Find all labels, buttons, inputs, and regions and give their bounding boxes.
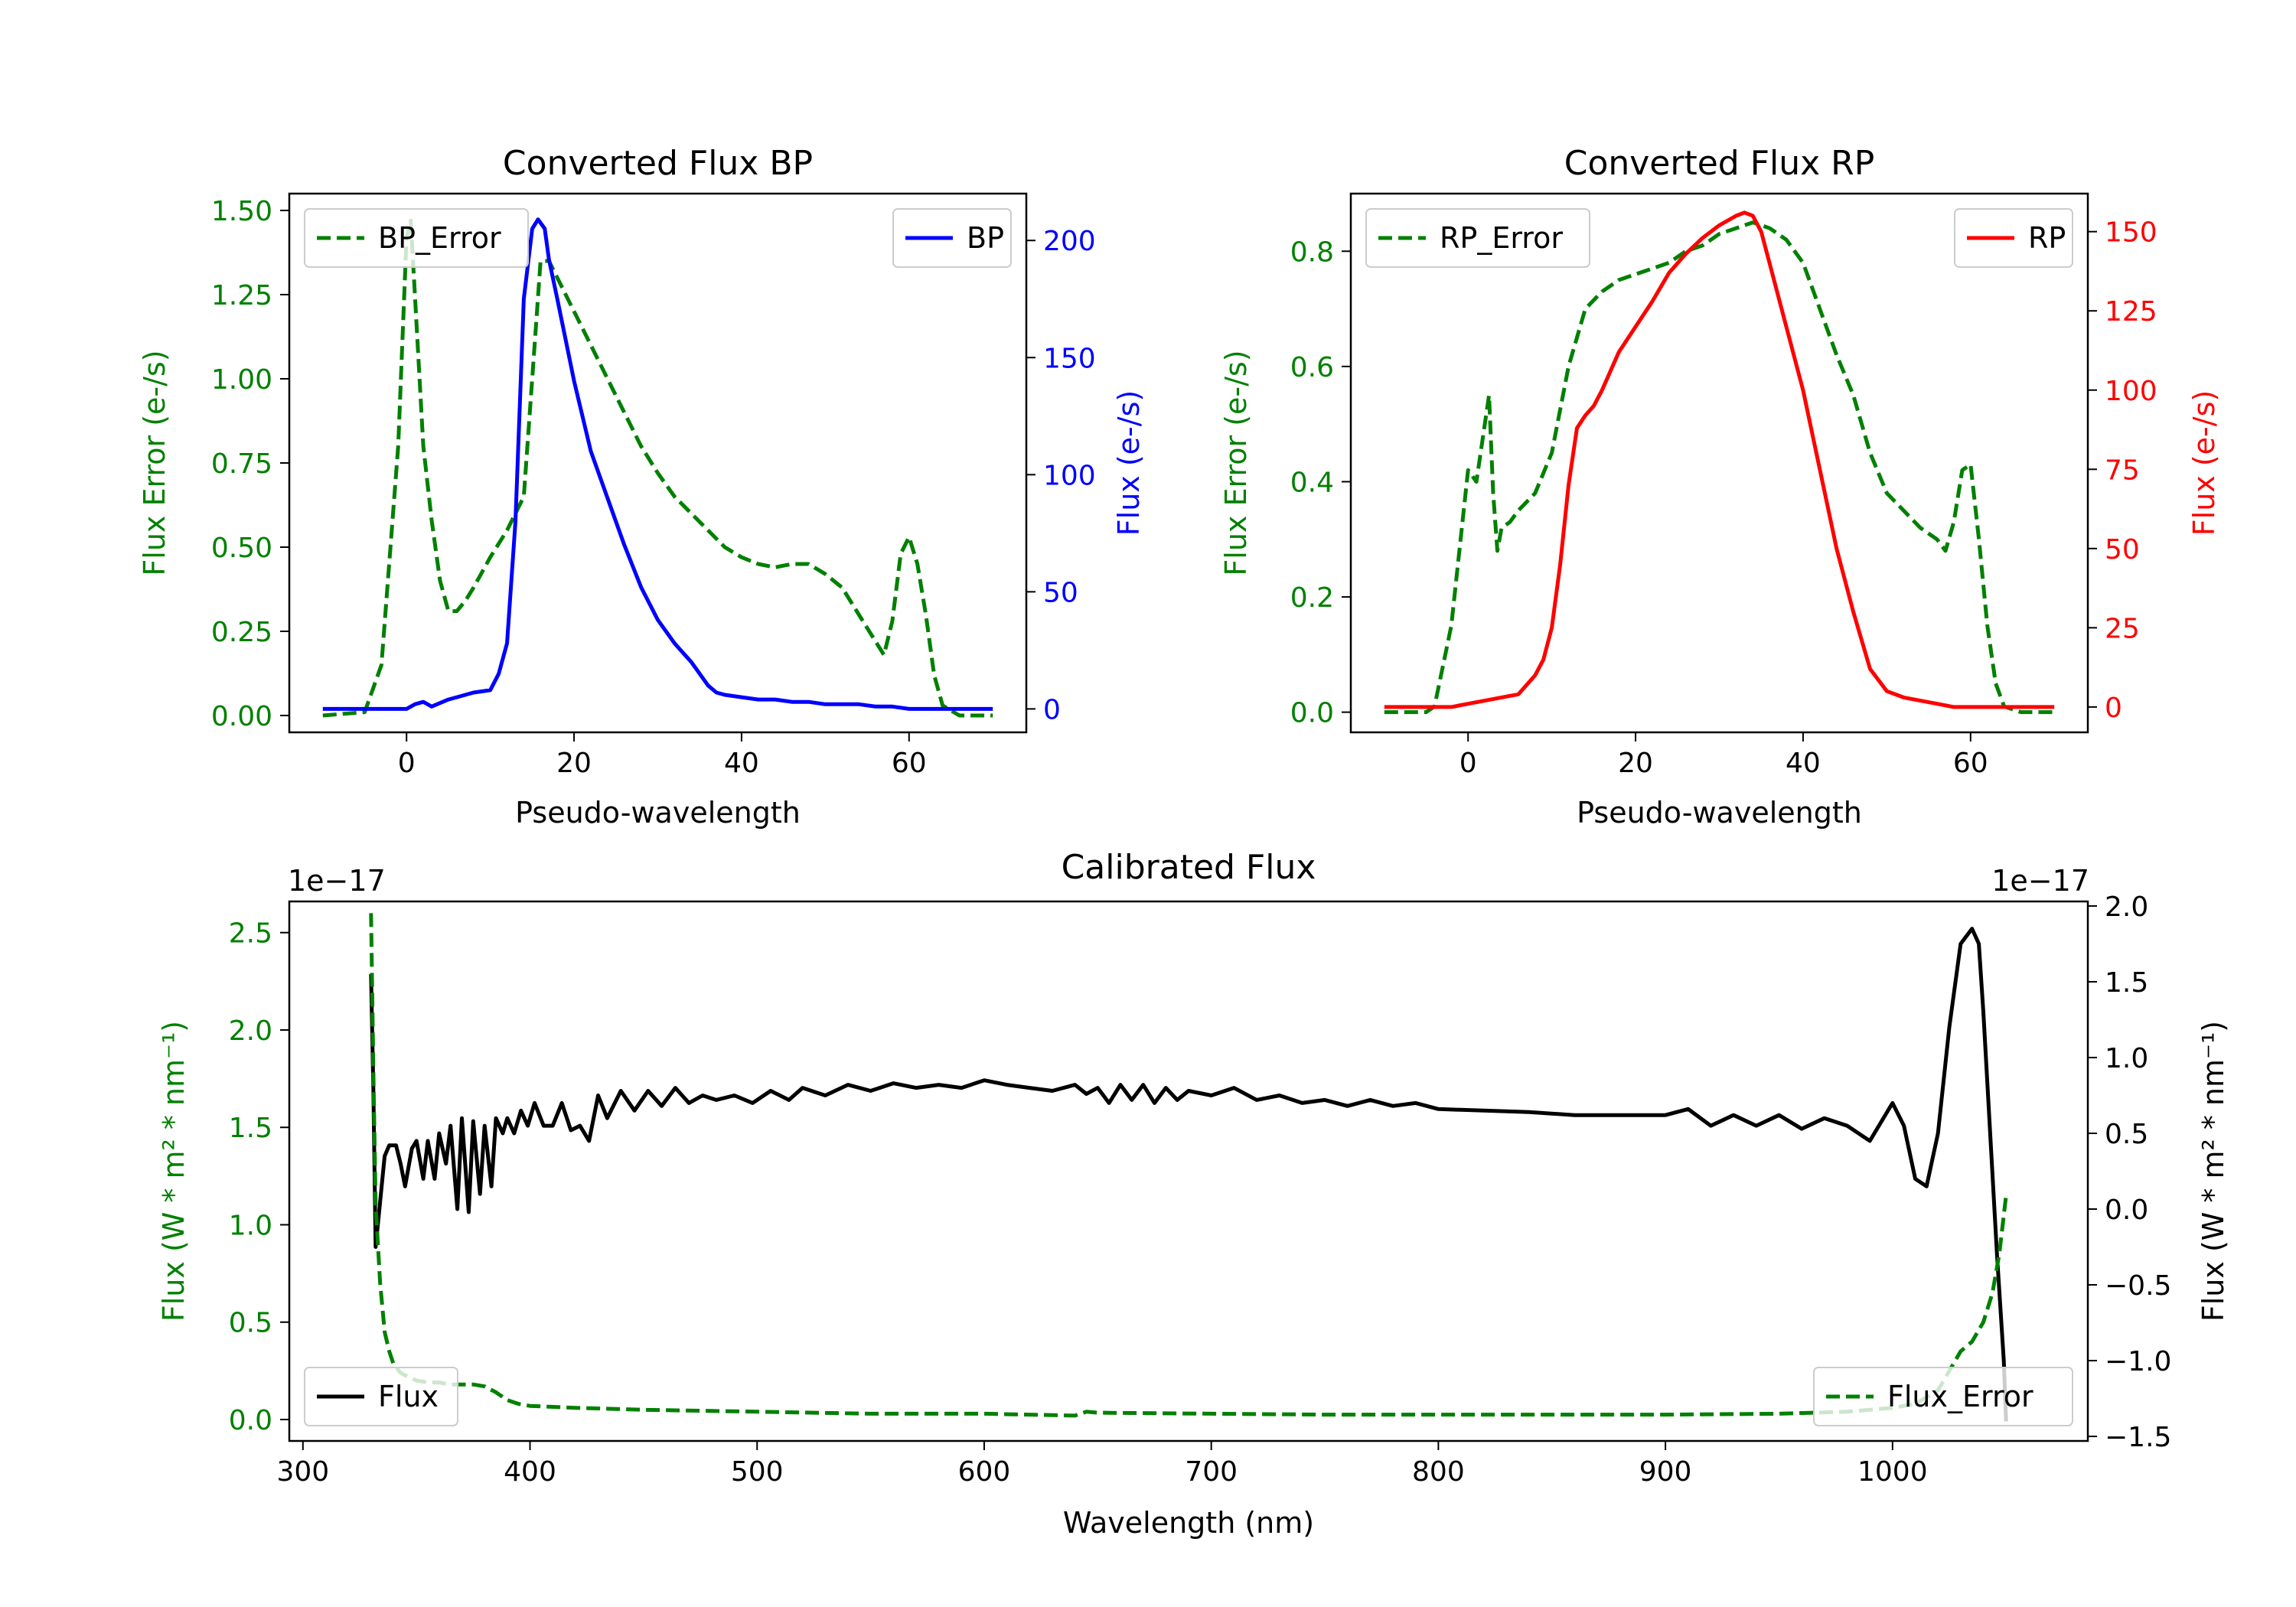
- charts-container: 0 20 40 600.000.250.500.751.001.251.5005010…: [138, 144, 2230, 1540]
- y-left-tick-label: 2.0: [229, 1015, 272, 1047]
- y-left-tick-label: 0.00: [211, 701, 272, 732]
- y-right-tick-label: 100: [1043, 460, 1096, 491]
- chart-bp: 0 20 40 60 0.00 0.25 0.50 0.75 1.00 1.25 1.50 0 50 10…: [138, 144, 1146, 830]
- y-left-tick-label: 0.0: [229, 1405, 272, 1436]
- x-tick-label: 700: [1185, 1456, 1238, 1488]
- chart-title: Converted Flux RP: [1564, 144, 1875, 183]
- y-right-tick-label: 2.0: [2105, 892, 2148, 923]
- legend-label: RP: [2028, 221, 2066, 255]
- legend-box: [304, 208, 529, 268]
- y-left-tick-label: 0.0: [1290, 698, 1334, 729]
- x-tick-label: 60: [1953, 748, 1988, 779]
- y-left-axis-label: Flux (W * m² * nm⁻¹): [157, 1021, 191, 1322]
- y-left-tick-label: 0.75: [211, 448, 272, 480]
- y-right-tick-label: 50: [1043, 577, 1078, 608]
- legend-label: BP: [967, 221, 1004, 255]
- y-right-tick-label: −0.5: [2105, 1270, 2171, 1302]
- y-left-tick-label: 0.2: [1290, 582, 1334, 614]
- offset-left-label: 1e−17: [288, 864, 386, 898]
- legend-box: [304, 1367, 458, 1426]
- series-line-bp: [322, 217, 993, 711]
- y-right-tick-label: 0: [2105, 693, 2122, 724]
- axes-frame: [1349, 192, 2089, 734]
- chart-calibrated: 300 400 500 600 700 800 900 1000 0.0 0.5 1.0 1.5 2.0…: [157, 848, 2230, 1540]
- legend-rp: RP: [1954, 208, 2073, 268]
- series-line-flux: [369, 927, 2008, 1422]
- legend-box: [1813, 1367, 2073, 1426]
- y-right-tick-label: 75: [2105, 455, 2140, 486]
- y-left-tick-label: 1.0: [229, 1210, 272, 1241]
- x-tick-label: 20: [556, 748, 592, 779]
- x-axis-label: Pseudo-wavelength: [1577, 796, 1862, 830]
- series-line-bp-error: [322, 218, 993, 718]
- y-left-tick-label: 0.5: [229, 1308, 272, 1339]
- y-left-tick-label: 0.6: [1290, 352, 1334, 383]
- x-tick-label: 300: [276, 1456, 329, 1488]
- legend-label: Flux_Error: [1887, 1380, 2033, 1413]
- y-right-tick-label: 150: [2105, 217, 2157, 249]
- y-right-tick-label: 0.5: [2105, 1119, 2148, 1150]
- y-left-axis-label: Flux Error (e-/s): [138, 350, 171, 575]
- legend-rp-error: RP_Error: [1365, 208, 1590, 268]
- offset-right-label: 1e−17: [1991, 864, 2089, 898]
- legend-box: [1365, 208, 1590, 268]
- y-right-tick-label: 0: [1043, 694, 1061, 725]
- y-right-tick-label: −1.5: [2105, 1422, 2171, 1453]
- x-axis-label: Pseudo-wavelength: [515, 796, 801, 830]
- chart-title: Calibrated Flux: [1062, 848, 1316, 887]
- y-right-axis-label: Flux (W * m² * nm⁻¹): [2197, 1021, 2230, 1322]
- x-tick-label: 1000: [1857, 1456, 1928, 1488]
- x-tick-label: 40: [1786, 748, 1821, 779]
- y-left-tick-label: 0.8: [1290, 236, 1334, 268]
- legend-label: RP_Error: [1440, 221, 1563, 255]
- x-tick-label: 500: [731, 1456, 784, 1488]
- y-left-tick-label: 0.25: [211, 617, 272, 648]
- x-tick-label: 60: [892, 748, 927, 779]
- x-tick-label: 20: [1618, 748, 1653, 779]
- y-right-tick-label: 0.0: [2105, 1195, 2148, 1226]
- x-tick-label: 600: [958, 1456, 1011, 1488]
- y-right-tick-label: 200: [1043, 226, 1096, 257]
- legend-bp-error: BP_Error: [304, 208, 529, 268]
- y-right-tick-label: 50: [2105, 534, 2140, 566]
- y-left-tick-label: 0.4: [1290, 467, 1334, 498]
- chart-title: Converted Flux BP: [503, 144, 813, 183]
- chart-rp: 0 20 40 60 0.0 0.2 0.4 0.6 0.8 0 25 50 75 100 125 150 Co…: [1219, 144, 2221, 830]
- x-tick-label: 900: [1639, 1456, 1692, 1488]
- x-tick-label: 40: [724, 748, 759, 779]
- y-right-tick-label: 125: [2105, 296, 2157, 328]
- x-tick-label: 0: [398, 748, 416, 779]
- y-right-tick-label: 1.0: [2105, 1043, 2148, 1074]
- y-left-tick-label: 1.50: [211, 196, 272, 227]
- legend-bp: BP: [892, 208, 1012, 268]
- y-left-tick-label: 2.5: [229, 918, 272, 950]
- legend-flux: Flux: [304, 1367, 458, 1426]
- legend-label: BP_Error: [378, 221, 501, 255]
- x-tick-label: 0: [1459, 748, 1477, 779]
- y-left-tick-label: 1.25: [211, 280, 272, 311]
- y-right-tick-label: 100: [2105, 376, 2157, 407]
- x-tick-label: 400: [504, 1456, 556, 1488]
- y-left-tick-label: 1.00: [211, 364, 272, 396]
- series-line-rp: [1384, 210, 2055, 709]
- axes-frame: [288, 900, 2089, 1442]
- legend-flux-error: Flux_Error: [1813, 1367, 2073, 1426]
- y-right-axis-label: Flux (e-/s): [1112, 390, 1146, 536]
- legend-label: Flux: [378, 1380, 439, 1413]
- y-right-axis-label: Flux (e-/s): [2187, 390, 2221, 536]
- x-axis-label: Wavelength (nm): [1063, 1506, 1314, 1540]
- y-right-tick-label: −1.0: [2105, 1346, 2171, 1377]
- series-line-rp-error: [1384, 220, 2055, 715]
- y-left-tick-label: 1.5: [229, 1113, 272, 1144]
- y-left-tick-label: 0.50: [211, 533, 272, 564]
- y-right-tick-label: 25: [2105, 613, 2140, 644]
- y-left-axis-label: Flux Error (e-/s): [1219, 350, 1253, 575]
- x-tick-label: 800: [1412, 1456, 1465, 1488]
- y-right-tick-label: 1.5: [2105, 967, 2148, 999]
- y-right-tick-label: 150: [1043, 343, 1096, 374]
